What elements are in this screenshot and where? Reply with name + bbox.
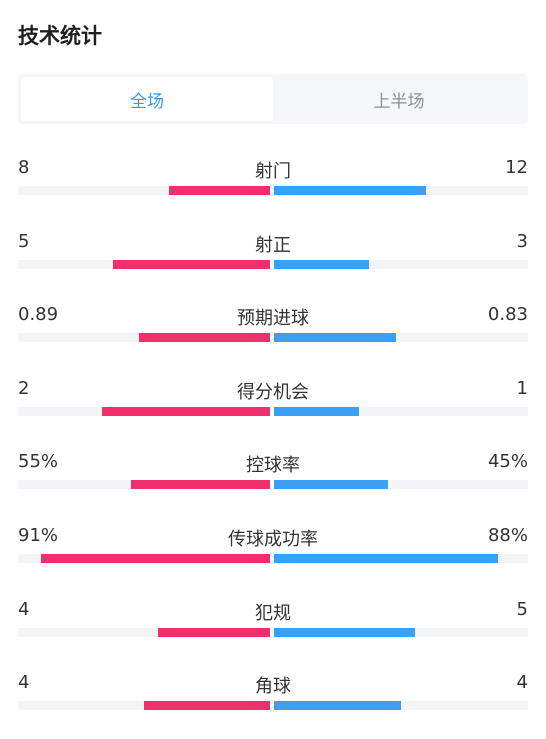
home-bar-track xyxy=(18,628,270,637)
home-bar xyxy=(40,554,270,563)
home-value: 0.89 xyxy=(18,304,59,325)
home-bar xyxy=(158,628,270,637)
away-bar-track xyxy=(274,554,528,563)
stat-label: 控球率 xyxy=(246,455,300,476)
period-tabs: 全场 上半场 xyxy=(18,74,528,124)
page-title: 技术统计 xyxy=(18,24,102,48)
stat-label: 角球 xyxy=(255,676,291,697)
home-bar xyxy=(144,701,270,710)
away-value: 0.83 xyxy=(487,304,528,325)
stat-row: 2 得分机会 1 xyxy=(18,378,528,438)
stat-label: 犯规 xyxy=(255,603,291,624)
away-bar xyxy=(274,701,401,710)
away-value: 45% xyxy=(487,451,528,472)
home-bar xyxy=(131,480,270,489)
stat-label: 预期进球 xyxy=(237,308,309,329)
away-bar xyxy=(274,333,396,342)
away-value: 12 xyxy=(505,157,528,178)
home-value: 8 xyxy=(18,157,30,178)
away-bar xyxy=(274,407,359,416)
away-bar xyxy=(274,554,498,563)
away-bar xyxy=(274,260,370,269)
home-value: 55% xyxy=(18,451,59,472)
away-value: 3 xyxy=(516,231,528,252)
home-bar-track xyxy=(18,480,270,489)
away-bar-track xyxy=(274,333,528,342)
away-bar-track xyxy=(274,628,528,637)
home-bar xyxy=(101,407,270,416)
away-bar-track xyxy=(274,407,528,416)
stat-label: 射门 xyxy=(255,161,291,182)
stat-row: 8 射门 12 xyxy=(18,157,528,217)
home-bar-track xyxy=(18,260,270,269)
stat-label: 得分机会 xyxy=(237,382,309,403)
home-bar xyxy=(112,260,270,269)
home-value: 4 xyxy=(18,599,30,620)
stat-label: 射正 xyxy=(255,235,291,256)
home-value: 4 xyxy=(18,672,30,693)
home-bar-track xyxy=(18,701,270,710)
stat-row: 4 犯规 5 xyxy=(18,599,528,659)
away-value: 88% xyxy=(487,525,528,546)
home-value: 5 xyxy=(18,231,30,252)
home-value: 91% xyxy=(18,525,59,546)
stat-row: 55% 控球率 45% xyxy=(18,451,528,511)
away-value: 1 xyxy=(516,378,528,399)
away-bar xyxy=(274,186,427,195)
stat-label: 传球成功率 xyxy=(228,529,318,550)
stat-row: 0.89 预期进球 0.83 xyxy=(18,304,528,364)
home-bar-track xyxy=(18,554,270,563)
away-bar xyxy=(274,480,389,489)
stat-row: 4 角球 4 xyxy=(18,672,528,732)
away-value: 4 xyxy=(516,672,528,693)
home-bar-track xyxy=(18,333,270,342)
tab-full-match[interactable]: 全场 xyxy=(21,77,273,121)
away-bar-track xyxy=(274,260,528,269)
home-bar-track xyxy=(18,186,270,195)
away-bar-track xyxy=(274,186,528,195)
away-bar-track xyxy=(274,701,528,710)
stat-row: 5 射正 3 xyxy=(18,231,528,291)
tab-first-half[interactable]: 上半场 xyxy=(373,91,425,112)
away-bar-track xyxy=(274,480,528,489)
home-bar-track xyxy=(18,407,270,416)
home-bar xyxy=(138,333,270,342)
home-value: 2 xyxy=(18,378,30,399)
home-bar xyxy=(169,186,270,195)
away-bar xyxy=(274,628,416,637)
away-value: 5 xyxy=(516,599,528,620)
stat-row: 91% 传球成功率 88% xyxy=(18,525,528,585)
